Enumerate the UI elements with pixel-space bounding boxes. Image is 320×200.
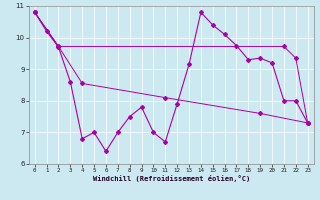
X-axis label: Windchill (Refroidissement éolien,°C): Windchill (Refroidissement éolien,°C) <box>92 175 250 182</box>
